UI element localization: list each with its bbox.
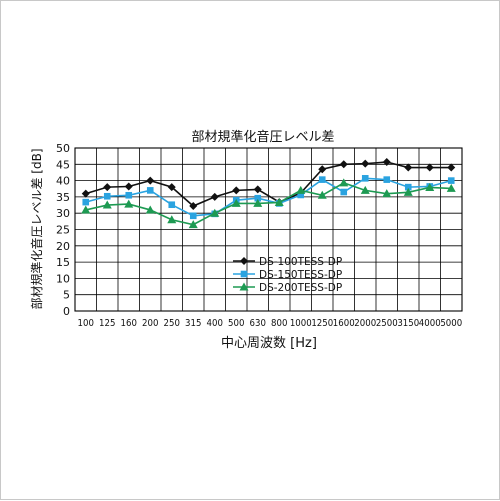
legend-item: DS-150TESS-DP (233, 269, 342, 281)
data-point (296, 185, 306, 194)
y-tick-label: 5 (63, 289, 70, 302)
data-point (361, 175, 369, 182)
x-tick-label: 100 (78, 317, 94, 329)
data-point (103, 192, 111, 200)
data-point (404, 183, 412, 191)
series-layer (81, 158, 456, 229)
data-point (274, 197, 284, 206)
data-point (188, 220, 198, 229)
data-point (382, 189, 392, 198)
data-point (146, 187, 154, 194)
series-line (85, 182, 452, 226)
x-tick-label: 630 (250, 317, 266, 329)
legend-item: DS-100TESS-DP (233, 256, 342, 268)
legend-item: DS-200TESS-DP (233, 282, 342, 294)
data-point (210, 192, 219, 201)
data-point (382, 158, 391, 167)
data-point (317, 190, 327, 199)
x-tick-label: 500 (228, 317, 244, 329)
y-tick-label: 20 (56, 240, 70, 253)
series-ds-200tess-dp (81, 178, 456, 229)
data-point (189, 202, 198, 211)
data-point (360, 185, 370, 194)
x-tick-label: 160 (121, 317, 137, 329)
data-point (340, 188, 348, 196)
data-point (232, 186, 241, 195)
y-tick-label: 30 (56, 207, 70, 220)
x-tick-label: 2500 (376, 317, 398, 329)
y-axis-label: 部材規準化音圧レベル差 [dB] (29, 148, 44, 309)
data-point (383, 176, 391, 183)
data-point (125, 191, 133, 199)
x-tick-label: 1600 (333, 317, 355, 329)
data-point (103, 183, 112, 192)
data-point (253, 198, 263, 207)
y-tick-label: 25 (56, 224, 70, 237)
legend-label: DS-100TESS-DP (259, 256, 342, 268)
legend-marker (240, 257, 248, 265)
data-point (81, 189, 90, 198)
x-tick-label: 400 (207, 317, 223, 329)
plot-border (74, 147, 463, 312)
data-point (210, 208, 220, 217)
x-tick-label: 1250 (311, 317, 333, 329)
x-tick-label: 1000 (290, 317, 312, 329)
x-tick-label: 3150 (397, 317, 419, 329)
data-point (425, 163, 434, 172)
x-axis-label: 中心周波数 [Hz] (221, 336, 317, 351)
data-point (231, 198, 241, 207)
data-point (146, 176, 155, 185)
data-point (81, 205, 91, 214)
x-tick-label: 125 (99, 317, 115, 329)
x-tick-label: 800 (271, 317, 287, 329)
legend-label: DS-200TESS-DP (259, 282, 342, 294)
data-point (253, 185, 262, 194)
data-point (404, 163, 413, 172)
legend-marker (239, 282, 249, 291)
data-point (124, 199, 134, 208)
x-tick-label: 4000 (419, 317, 441, 329)
y-tick-label: 15 (56, 256, 70, 269)
legend-marker (240, 270, 248, 278)
chart-title: 部材規準化音圧レベル差 (191, 129, 334, 145)
data-point (447, 177, 455, 184)
data-point (425, 182, 435, 191)
data-point (446, 183, 456, 192)
data-point (339, 160, 348, 169)
axes: 0 5 10 15 20 25 30 35 40 45 50 100 125 160 200 250 315 40… (56, 142, 463, 329)
data-point (318, 165, 327, 174)
data-point (82, 198, 90, 206)
legend-label: DS-150TESS-DP (259, 269, 342, 281)
data-point (167, 183, 176, 192)
y-tick-label: 10 (56, 272, 70, 285)
data-point (339, 178, 349, 187)
data-point (403, 187, 413, 196)
x-tick-label: 2000 (354, 317, 376, 329)
data-point (361, 159, 370, 168)
data-point (145, 205, 155, 214)
y-tick-label: 40 (56, 175, 70, 188)
y-tick-label: 45 (56, 158, 70, 171)
data-point (447, 163, 456, 172)
data-point (297, 191, 305, 199)
x-tick-label: 5000 (440, 317, 462, 329)
x-tick-label: 200 (142, 317, 158, 329)
data-point (124, 182, 133, 191)
data-point (189, 212, 197, 220)
data-point (167, 215, 177, 224)
data-point (102, 200, 112, 209)
series-line (85, 161, 452, 207)
x-tick-label: 250 (164, 317, 180, 329)
data-point (318, 176, 326, 183)
y-tick-label: 50 (56, 142, 70, 155)
x-tick-label: 315 (185, 317, 201, 329)
y-tick-label: 35 (56, 191, 70, 204)
series-line (85, 177, 452, 217)
y-tick-label: 0 (63, 305, 70, 318)
data-point (168, 201, 176, 209)
data-point (254, 194, 262, 202)
